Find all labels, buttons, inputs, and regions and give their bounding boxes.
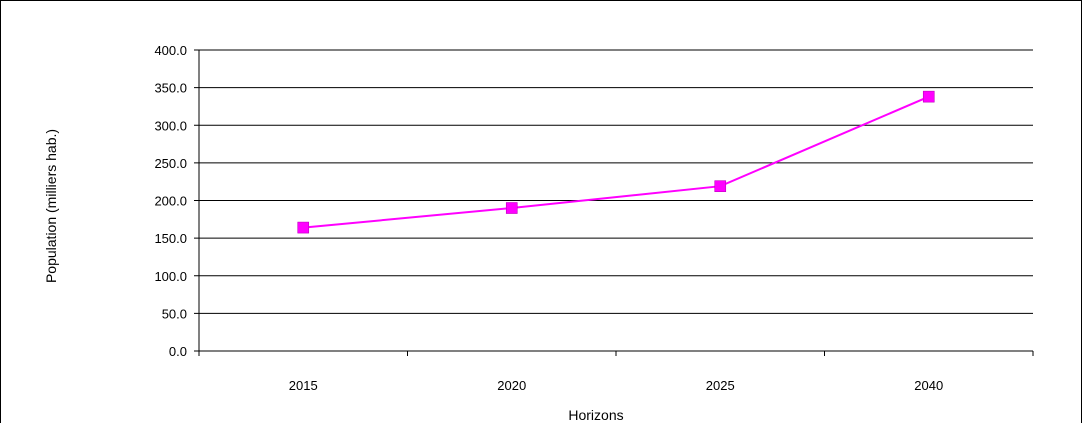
x-tick-label: 2025 (706, 378, 735, 393)
y-tick-label: 350.0 (154, 81, 187, 96)
y-tick-label: 400.0 (154, 43, 187, 58)
series-line (303, 95, 930, 229)
data-point-marker (505, 202, 518, 214)
tick-labels: 0.0 50.0 100.0 150.0 200.0 250.0 300.0 350.0 400… (154, 43, 943, 393)
gridlines (199, 49, 1033, 314)
data-point-marker (714, 180, 727, 193)
data-point-marker (922, 90, 935, 103)
y-axis-title: Population (milliers hab.) (43, 129, 59, 283)
y-tick-label: 250.0 (154, 156, 187, 171)
data-point-marker (297, 221, 310, 234)
x-axis-title: Horizons (568, 407, 623, 423)
y-tick-label: 0.0 (169, 344, 187, 359)
y-tick-label: 50.0 (162, 306, 187, 321)
y-tick-label: 100.0 (154, 269, 187, 284)
y-tick-label: 150.0 (154, 231, 187, 246)
y-tick-label: 200.0 (154, 194, 187, 209)
series-line-group (297, 90, 935, 234)
y-tick-label: 300.0 (154, 118, 187, 133)
axes (194, 49, 1034, 356)
x-tick-label: 2015 (289, 378, 318, 393)
x-tick-label: 2040 (914, 378, 943, 393)
x-tick-label: 2020 (497, 378, 526, 393)
